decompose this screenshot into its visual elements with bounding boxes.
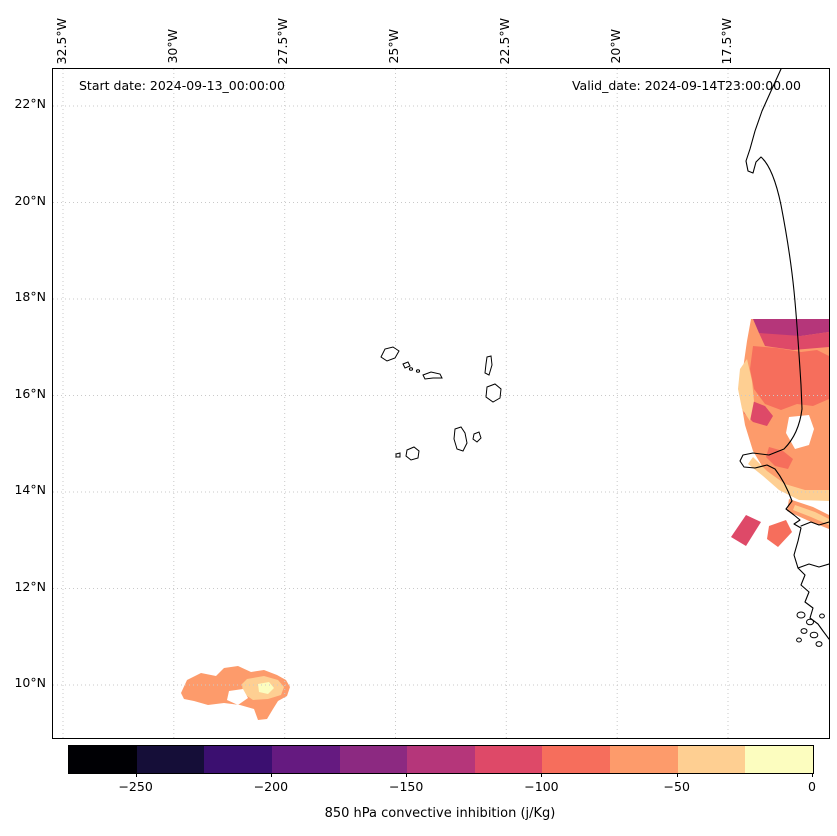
y-tick-label: 22°N [14,96,46,111]
map-svg [53,69,829,738]
island-santiago [453,426,468,452]
colorbar-tick-label: 0 [808,779,816,794]
islet [415,369,421,373]
y-tick-label: 12°N [14,578,46,594]
colorbar-segment [69,746,137,773]
colorbar-tick-label: −50 [663,779,690,794]
coastal-cin-light-bottom [748,457,829,501]
islet [796,637,802,643]
y-tick-label: 18°N [14,289,46,304]
islet [815,641,823,647]
x-tick-label: 32.5°W [53,17,69,64]
island-sao-nicolau [422,371,443,380]
colorbar-tick-mark [541,773,543,777]
x-tick-label: 25°W [386,29,402,64]
coastal-cin-hole [786,415,814,449]
y-tick-label: 16°N [14,385,46,401]
gambia-river [800,521,829,527]
african-coastline [739,69,829,640]
start-date-label: Start date: 2024-09-13_00:00:00 [79,78,285,93]
valid-date-label: Valid_date: 2024-09-14T23:00:00.00 [571,78,801,93]
colorbar-tick-label: −200 [253,779,289,794]
coastlines [739,69,829,640]
colorbar-segment [339,746,408,773]
x-tick-label: 20°W [607,29,623,64]
islet [806,618,814,626]
colorbar-tick-mark [270,773,272,777]
island-maio [472,431,482,443]
colorbar-segment [136,746,205,773]
colorbar-segment [474,746,543,773]
coastal-strip-light [793,505,829,525]
island-fogo [405,446,420,461]
casamance-river [797,563,829,569]
islet [819,613,825,619]
islet [796,611,806,619]
colorbar-segment [271,746,340,773]
colorbar-segment [204,746,272,773]
island-sao-vicente [402,361,411,369]
coastal-cin-red-lower [766,447,793,469]
x-tick-label: 30°W [164,29,180,64]
island-boa-vista [485,383,502,403]
colorbar-tick-mark [812,773,813,777]
y-tick-label: 10°N [14,675,46,690]
colorbar-segment [542,746,611,773]
island-santo-antao [380,346,400,362]
casamance-red-patch [767,520,792,547]
southwest-blob-pale [258,682,274,694]
y-tick-label: 20°N [14,192,46,208]
colorbar-tick-mark [676,773,678,777]
colorbar-tick-mark [406,773,408,777]
colorbar [68,745,814,774]
plot-area: Start date: 2024-09-13_00:00:00 Valid_da… [52,68,830,739]
islet [408,367,414,371]
colorbar-segment [745,746,814,773]
colorbar-segment [677,746,746,773]
map-gridlines [53,69,829,738]
contour-patches [181,319,829,720]
coastal-cin-magenta-band [753,319,829,338]
colorbar-segment [610,746,678,773]
colorbar-label: 850 hPa convective inhibition (j/Kg) [324,806,556,821]
colorbar-tick-mark [135,773,137,777]
island-sal [484,355,493,376]
islet [800,628,808,634]
coastal-cin-light-left [738,359,754,421]
islands [380,346,825,647]
southwest-blob-hole [227,689,248,705]
x-tick-label: 27.5°W [275,17,291,64]
colorbar-tick-label: −150 [388,779,424,794]
y-tick-label: 14°N [14,482,46,497]
colorbar-segment [407,746,475,773]
x-tick-label: 17.5°W [718,17,734,64]
island-brava [395,452,401,458]
coastal-cin-red-zone [750,346,829,410]
gambia-pink-patch [731,515,761,546]
x-tick-label: 22.5°W [497,17,513,64]
colorbar-tick-label: −100 [524,779,559,794]
islet [809,631,819,639]
coastal-cin-pink-band [759,332,829,350]
colorbar-tick-label: −250 [118,779,153,794]
